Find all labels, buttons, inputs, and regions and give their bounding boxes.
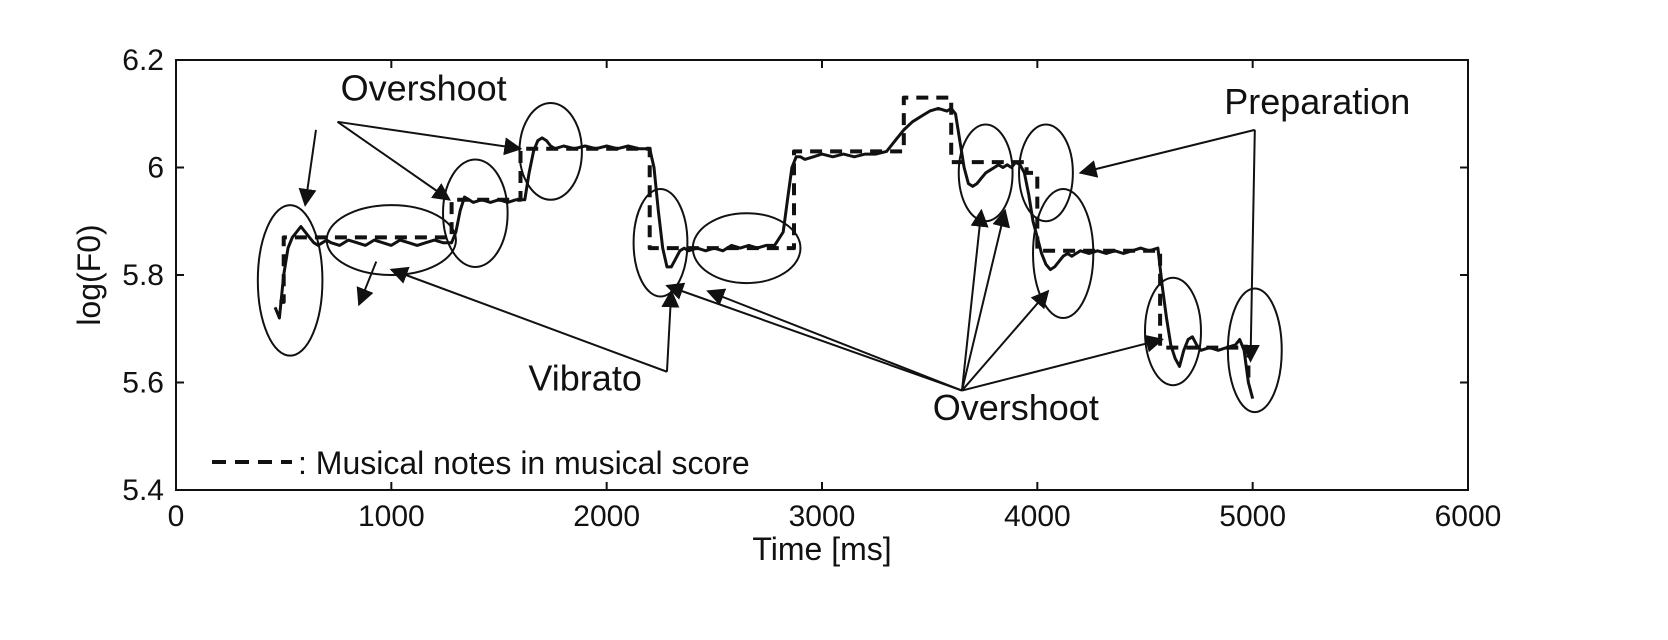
y-tick-label: 5.6 — [122, 367, 164, 400]
x-tick-label: 6000 — [1435, 500, 1502, 533]
series-lines — [273, 95, 1255, 399]
highlight-ellipse — [1018, 123, 1074, 223]
annotation-arrow — [356, 261, 378, 307]
annotation-label: Preparation — [1224, 81, 1410, 122]
annotation-label: Overshoot — [341, 67, 507, 108]
annotation-arrow — [336, 120, 451, 201]
x-tick-label: 2000 — [573, 500, 640, 533]
x-axis-ticks: 0 1000 2000 3000 4000 5000 6000 — [168, 60, 1502, 533]
annotation-labels: Overshoot Vibrato Overshoot Preparation — [341, 67, 1411, 428]
f0-contour-line — [273, 106, 1255, 399]
y-tick-label: 6.2 — [122, 44, 164, 77]
highlight-ellipse — [518, 102, 583, 201]
highlight-ellipse — [256, 204, 324, 357]
x-tick-label: 5000 — [1219, 500, 1286, 533]
annotation-arrow — [337, 120, 523, 156]
y-tick-label: 5.4 — [122, 474, 164, 507]
x-tick-label: 4000 — [1004, 500, 1071, 533]
annotation-arrow — [961, 289, 1050, 392]
legend-label: : Musical notes in musical score — [298, 445, 750, 481]
x-tick-label: 3000 — [789, 500, 856, 533]
highlight-ellipse — [1226, 287, 1283, 414]
highlight-ellipses — [256, 102, 1283, 414]
highlight-ellipse — [442, 158, 509, 268]
y-tick-label: 5.8 — [122, 259, 164, 292]
annotation-arrow — [389, 266, 668, 373]
x-tick-label: 0 — [168, 500, 185, 533]
annotation-arrow — [960, 208, 989, 391]
annotation-arrow — [961, 334, 1164, 392]
annotation-arrow — [298, 129, 317, 207]
annotation-label: Overshoot — [933, 387, 1099, 428]
annotation-arrow — [1078, 128, 1256, 178]
highlight-ellipse — [632, 188, 689, 298]
annotation-arrow — [1241, 129, 1260, 363]
x-tick-label: 1000 — [358, 500, 425, 533]
x-axis-label: Time [ms] — [752, 531, 891, 567]
annotation-arrow — [960, 208, 1011, 391]
annotation-arrow — [665, 282, 963, 392]
y-axis-label: log(F0) — [71, 224, 107, 325]
annotation-arrow — [706, 288, 963, 392]
annotation-label: Vibrato — [528, 358, 641, 399]
annotation-arrows — [298, 120, 1260, 392]
y-tick-label: 6 — [147, 152, 164, 185]
y-axis-ticks: 5.4 5.6 5.8 6 6.2 — [122, 44, 1468, 507]
score-notes-dashed-line — [279, 95, 1251, 383]
highlight-ellipse — [1144, 276, 1202, 387]
annotation-arrow — [661, 289, 680, 372]
